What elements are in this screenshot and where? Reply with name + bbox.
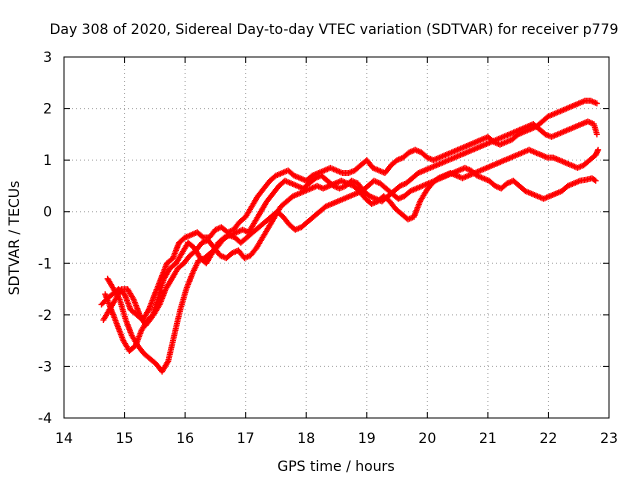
- series-track-1: [98, 97, 600, 323]
- y-tick-label: -1: [38, 256, 52, 272]
- x-tick-label: 19: [358, 431, 376, 447]
- plot-frame: [63, 56, 610, 419]
- chart-title: Day 308 of 2020, Sidereal Day-to-day VTE…: [50, 22, 619, 38]
- data-point: [593, 131, 600, 138]
- data-point: [199, 233, 206, 240]
- series-track-3: [102, 146, 602, 354]
- x-axis-label: GPS time / hours: [277, 459, 394, 475]
- data-point: [595, 146, 602, 153]
- y-tick-label: 1: [43, 153, 52, 169]
- y-tick-label: -4: [38, 411, 52, 427]
- x-tick-label: 16: [176, 431, 194, 447]
- grid: [64, 57, 609, 418]
- data-point: [593, 100, 600, 107]
- y-tick-label: 3: [43, 50, 52, 66]
- series-track-4: [104, 164, 599, 375]
- y-axis-label: SDTVAR / TECUs: [7, 181, 23, 296]
- x-tick-label: 23: [600, 431, 618, 447]
- y-tick-label: 2: [43, 102, 52, 118]
- x-tick-label: 15: [116, 431, 134, 447]
- series-layer: [98, 97, 602, 375]
- series-track-2: [100, 118, 600, 329]
- x-tick-label: 17: [237, 431, 255, 447]
- x-tick-label: 22: [540, 431, 558, 447]
- y-tick-label: 0: [43, 205, 52, 221]
- data-point: [591, 176, 598, 183]
- x-tick-label: 21: [479, 431, 497, 447]
- x-tick-label: 14: [55, 431, 73, 447]
- x-tick-label: 18: [297, 431, 315, 447]
- ticks: [63, 56, 610, 419]
- y-tick-label: -3: [38, 359, 52, 375]
- x-tick-label: 20: [418, 431, 436, 447]
- y-tick-label: -2: [38, 308, 52, 324]
- data-point: [592, 177, 599, 184]
